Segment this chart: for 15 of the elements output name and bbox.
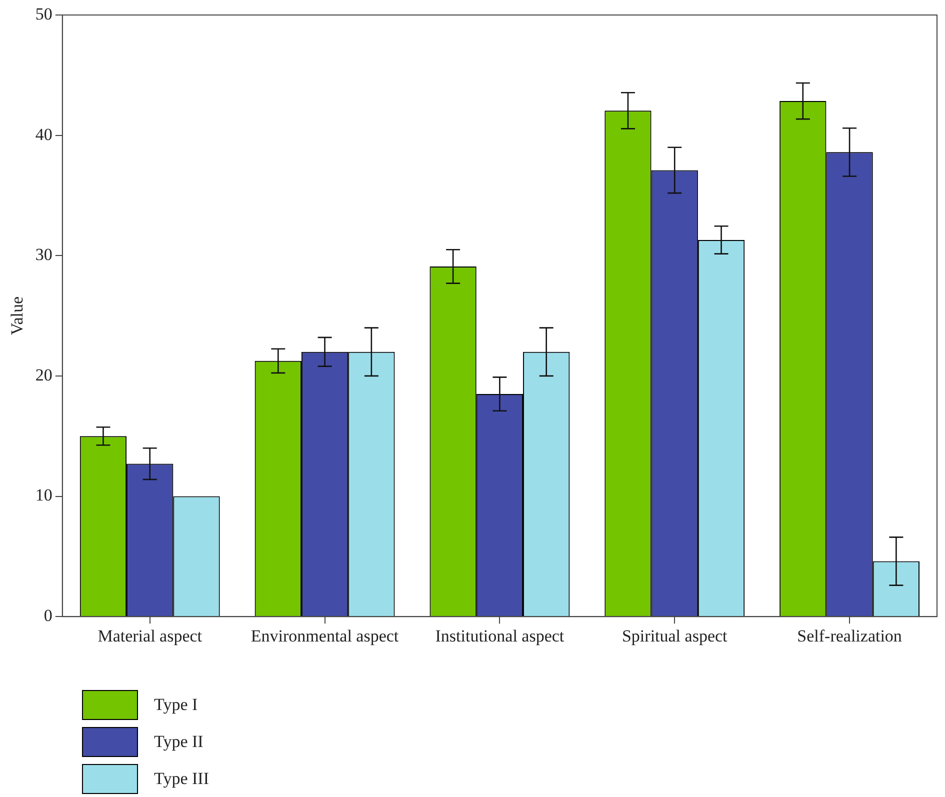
- x-tick-label: Spiritual aspect: [622, 626, 728, 646]
- y-axis-title: Value: [8, 296, 27, 336]
- x-tick-label: Material aspect: [98, 626, 202, 646]
- x-tick-label: Institutional aspect: [435, 626, 564, 646]
- x-tick-label: Environmental aspect: [250, 626, 399, 646]
- y-tick-label: 30: [35, 245, 52, 264]
- y-tick-label: 40: [35, 124, 52, 144]
- legend-label: Type I: [154, 694, 198, 714]
- legend-label: Type II: [154, 732, 204, 752]
- y-tick-label: 10: [35, 486, 52, 505]
- y-tick-label: 20: [35, 365, 52, 384]
- x-tick-label: Self-realization: [797, 626, 902, 646]
- legend-label: Type III: [154, 768, 209, 788]
- y-tick-label: 50: [35, 4, 52, 24]
- y-tick-label: 0: [44, 606, 52, 626]
